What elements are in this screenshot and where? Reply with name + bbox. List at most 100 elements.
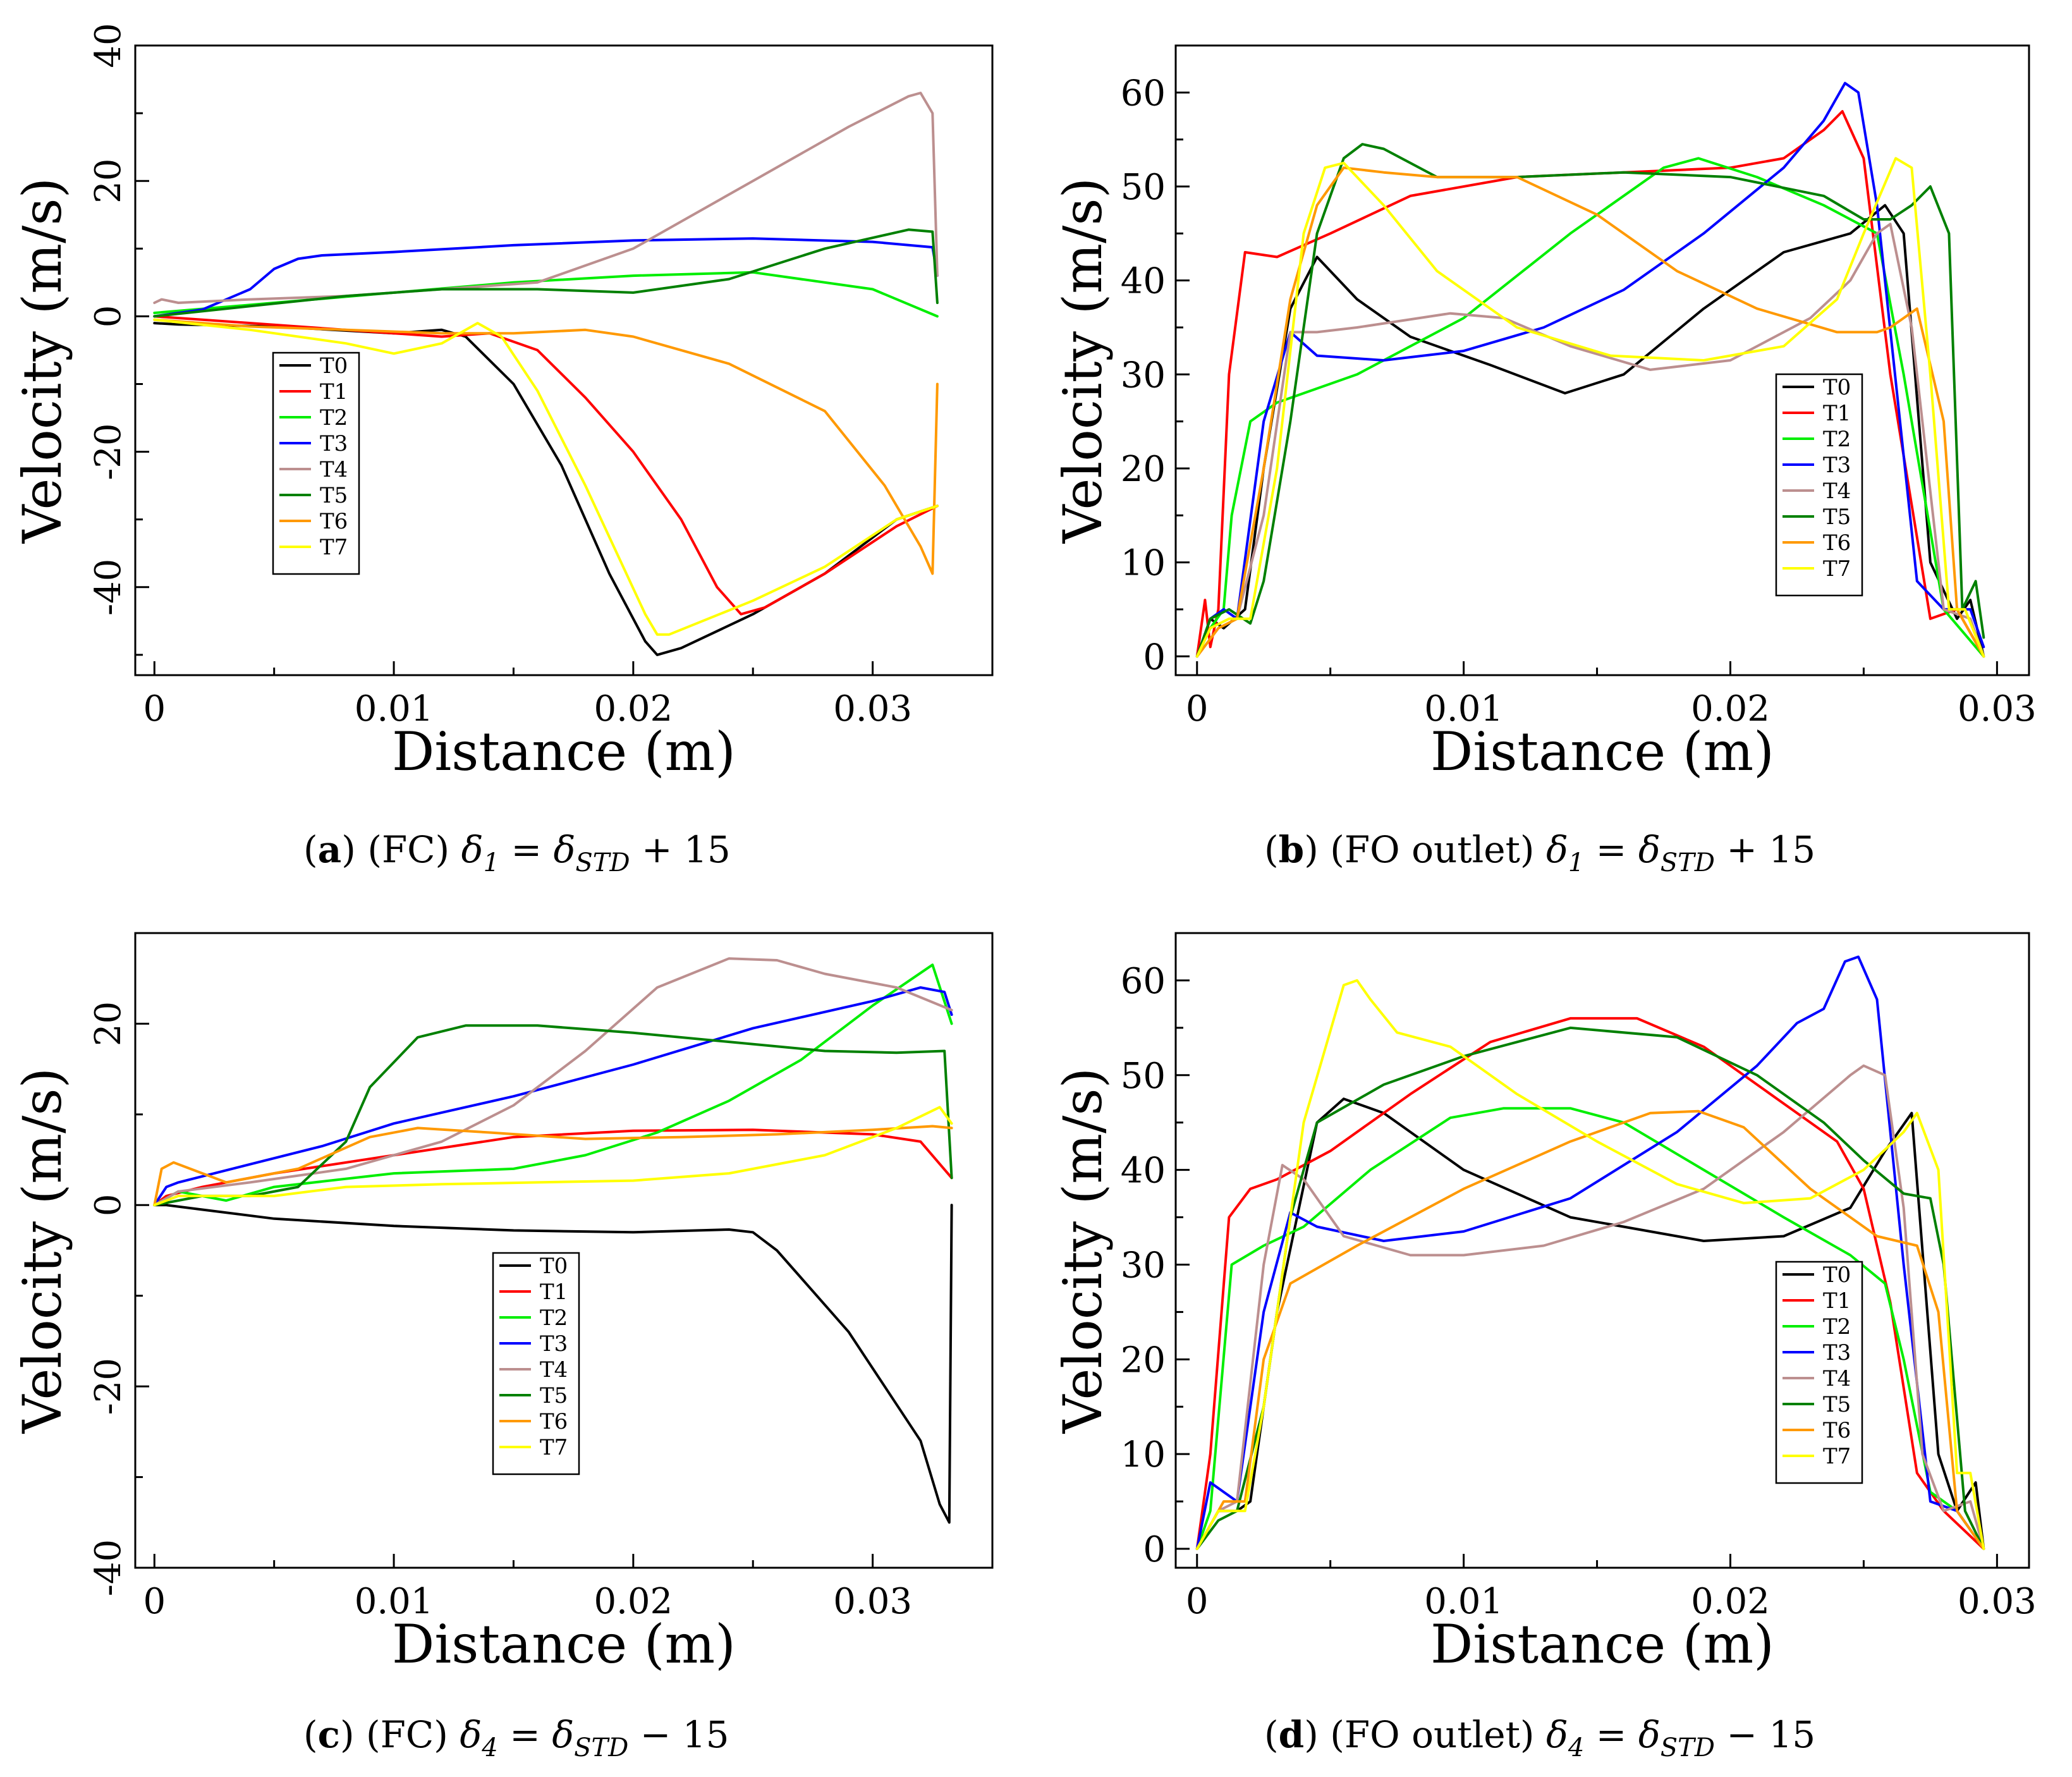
caption-letter: a <box>317 828 342 871</box>
series-line-t3 <box>1195 82 1985 658</box>
legend-box <box>272 351 360 575</box>
series-line-t5 <box>153 1024 953 1207</box>
legend-label: T3 <box>1823 453 1851 478</box>
legend-label: T5 <box>1823 1392 1851 1417</box>
y-tick-label: 0 <box>88 305 129 328</box>
y-tick-label: 20 <box>1121 1340 1166 1381</box>
legend-label: T3 <box>540 1331 568 1357</box>
legend-label: T1 <box>1823 401 1851 426</box>
caption-text: (FC) <box>366 1713 448 1756</box>
x-tick-label: 0.03 <box>1958 688 2037 730</box>
series-line-t7 <box>153 318 939 636</box>
caption-b: (b) (FO outlet) δ1 = δSTD + 15 <box>1264 828 1816 877</box>
series-line-t4 <box>1195 223 1985 658</box>
legend-label: T0 <box>540 1254 568 1279</box>
caption-letter: c <box>317 1713 340 1756</box>
legend-label: T5 <box>320 483 348 508</box>
y-tick-label: 50 <box>1121 1056 1166 1097</box>
y-tick-label: 40 <box>88 23 129 68</box>
series-line-t7 <box>153 1106 953 1207</box>
y-tick-label: -20 <box>88 1358 129 1415</box>
legend-label: T5 <box>1823 504 1851 530</box>
caption-rhs: = δ <box>1595 1713 1661 1756</box>
x-tick-label: 0.02 <box>1691 688 1770 730</box>
chart-panel-a: 0 0.01 0.02 0.03 -40 -20 0 20 40 Distance (m) Velo… <box>11 23 994 783</box>
legend-label: T6 <box>1823 530 1851 556</box>
series-line-t4 <box>153 92 939 304</box>
legend-label: T0 <box>1823 375 1851 400</box>
caption-text: (FC) <box>367 828 450 871</box>
plot-frame <box>134 932 994 1569</box>
legend-label: T0 <box>320 353 348 379</box>
legend-box <box>492 1252 580 1475</box>
caption-rhs: = δ <box>509 1713 575 1756</box>
y-tick-label: 30 <box>1121 355 1166 396</box>
x-tick-label: 0 <box>143 688 166 730</box>
caption-letter: b <box>1278 828 1305 871</box>
x-axis-label: Distance (m) <box>1430 1613 1774 1675</box>
x-tick-label: 0.01 <box>1424 688 1503 730</box>
plot-frame <box>1174 44 2030 676</box>
plot-frame <box>134 44 994 676</box>
y-tick-label: 20 <box>1121 449 1166 490</box>
y-tick-label: 0 <box>1143 637 1166 678</box>
series-line-t3 <box>153 986 953 1207</box>
x-axis-label: Distance (m) <box>392 721 736 783</box>
series-line-t2 <box>1195 157 1985 658</box>
chart-panel-b: 0 0.01 0.02 0.03 0 10 20 30 40 50 60 Distance (m) Ve… <box>1052 44 2037 783</box>
x-tick-label: 0 <box>1186 1581 1209 1622</box>
x-tick-label: 0.03 <box>1958 1581 2037 1622</box>
series-line-t1 <box>1195 1017 1985 1550</box>
legend-label: T7 <box>540 1435 568 1460</box>
y-axis-label: Velocity (m/s) <box>1052 178 1114 544</box>
legend-label: T2 <box>540 1305 568 1331</box>
caption-delta: δ <box>1545 828 1568 871</box>
series-line-t0 <box>153 1204 953 1524</box>
legend-box <box>1775 1261 1863 1484</box>
x-axis-label: Distance (m) <box>392 1613 736 1675</box>
y-tick-label: -20 <box>88 423 129 480</box>
legend-label: T5 <box>540 1383 568 1408</box>
y-tick-label: 0 <box>1143 1529 1166 1570</box>
series-line-t0 <box>1195 1097 1985 1550</box>
legend-label: T3 <box>1823 1340 1851 1365</box>
y-tick-label: 50 <box>1121 167 1166 208</box>
y-tick-label: 10 <box>1121 1434 1166 1475</box>
caption-delta: δ <box>1545 1713 1568 1756</box>
legend-label: T7 <box>1823 1444 1851 1469</box>
x-tick-label: 0.01 <box>355 1581 434 1622</box>
x-tick-label: 0.03 <box>833 1581 912 1622</box>
caption-delta-sub: 1 <box>483 848 500 877</box>
series-line-t6 <box>1195 166 1985 658</box>
caption-a: (a) (FC) δ1 = δSTD + 15 <box>303 828 731 877</box>
legend-label: T7 <box>320 535 348 560</box>
y-tick-label: 0 <box>88 1194 129 1216</box>
caption-rhs-sub: STD <box>1660 1733 1715 1762</box>
y-tick-label: 20 <box>88 159 129 204</box>
legend-label: T0 <box>1823 1262 1851 1288</box>
legend-label: T4 <box>320 457 348 482</box>
chart-panel-d: 0 0.01 0.02 0.03 0 10 20 30 40 50 60 Distance (m) Ve… <box>1052 932 2037 1675</box>
y-axis-label: Velocity (m/s) <box>1052 1068 1114 1434</box>
plot-frame <box>1174 932 2030 1569</box>
series-line-t7 <box>1195 157 1985 658</box>
x-tick-label: 0.02 <box>1691 1581 1770 1622</box>
y-tick-label: 60 <box>1121 961 1166 1002</box>
legend-label: T4 <box>1823 479 1851 504</box>
x-tick-label: 0 <box>1186 688 1209 730</box>
y-axis-label: Velocity (m/s) <box>11 178 73 544</box>
legend-label: T4 <box>1823 1366 1851 1391</box>
series-line-t2 <box>1195 1107 1985 1550</box>
x-tick-label: 0.02 <box>594 688 673 730</box>
x-tick-label: 0.01 <box>355 688 434 730</box>
legend-label: T6 <box>540 1409 568 1434</box>
y-tick-label: 40 <box>1121 1151 1166 1192</box>
caption-tail: + 15 <box>642 828 731 871</box>
caption-letter: d <box>1278 1713 1305 1756</box>
legend-label: T2 <box>1823 427 1851 452</box>
y-tick-label: 20 <box>88 1001 129 1046</box>
x-tick-label: 0.02 <box>594 1581 673 1622</box>
series-line-t6 <box>1195 1109 1985 1550</box>
x-axis-label: Distance (m) <box>1430 721 1774 783</box>
series-line-t4 <box>153 957 953 1207</box>
